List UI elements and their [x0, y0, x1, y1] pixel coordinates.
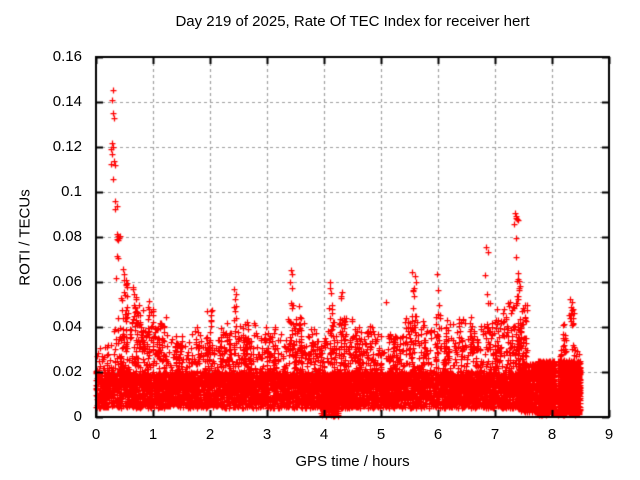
y-tick-label: 0.1 [61, 183, 82, 200]
x-tick-label: 1 [148, 426, 158, 443]
y-tick-label: 0.02 [52, 363, 82, 380]
y-tick-label: 0.04 [52, 318, 82, 335]
x-axis-label: GPS time / hours [295, 453, 410, 470]
y-tick-label: 0.06 [52, 273, 82, 290]
x-tick-label: 3 [262, 426, 272, 443]
y-tick-label: 0.14 [52, 93, 82, 110]
y-tick-label: 0.08 [52, 228, 82, 245]
x-tick-label: 6 [433, 426, 443, 443]
y-tick-label: 0.16 [52, 48, 82, 65]
x-tick-label: 4 [319, 426, 329, 443]
x-tick-label: 7 [490, 426, 500, 443]
chart-title: Day 219 of 2025, Rate Of TEC Index for r… [175, 13, 530, 30]
x-tick-label: 0 [91, 426, 101, 443]
x-tick-label: 8 [547, 426, 557, 443]
x-tick-label: 2 [205, 426, 215, 443]
x-tick-label: 9 [604, 426, 614, 443]
x-tick-label: 5 [376, 426, 386, 443]
y-tick-label: 0.12 [52, 138, 82, 155]
y-tick-label: 0 [73, 408, 82, 425]
